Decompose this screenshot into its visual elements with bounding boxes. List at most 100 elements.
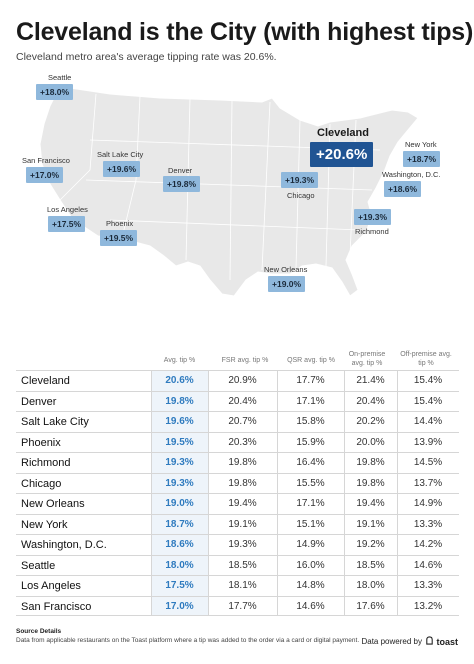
page-title: Cleveland is the City (with highest tips… bbox=[16, 18, 474, 46]
map-tip-badge: +17.0% bbox=[26, 167, 64, 183]
map-city-label: Seattle bbox=[48, 73, 72, 82]
row-value-1: 17.0% bbox=[165, 600, 194, 612]
row-value-2: 19.4% bbox=[228, 498, 257, 509]
powered-by: Data powered by toast bbox=[361, 636, 458, 647]
row-value-3: 17.7% bbox=[296, 375, 325, 386]
col-header-qsr: QSR avg. tip % bbox=[287, 357, 335, 364]
table-row: Chicago 19.3% 19.8% 15.5% 19.8% 13.7% bbox=[16, 472, 459, 494]
row-city: Phoenix bbox=[21, 436, 61, 449]
map-city-label: Phoenix bbox=[106, 219, 134, 228]
map-city-label: Chicago bbox=[287, 191, 315, 200]
map-tip-badge: +19.6% bbox=[103, 161, 141, 177]
row-value-5: 13.3% bbox=[413, 580, 443, 591]
row-city: Chicago bbox=[21, 477, 62, 490]
row-city: San Francisco bbox=[21, 600, 92, 613]
row-value-1: 19.6% bbox=[165, 416, 194, 427]
map-city-label: Washington, D.C. bbox=[382, 170, 441, 179]
row-value-5: 15.4% bbox=[413, 375, 443, 386]
row-value-4: 20.0% bbox=[356, 436, 385, 448]
toast-brand: toast bbox=[436, 637, 458, 647]
row-value-2: 19.3% bbox=[228, 539, 257, 550]
row-value-3: 14.9% bbox=[296, 539, 325, 550]
table-body: Cleveland 20.6% 20.9% 17.7% 21.4% 15.4% Denver… bbox=[16, 370, 459, 616]
row-value-3: 17.1% bbox=[296, 395, 325, 407]
row-value-4: 20.4% bbox=[356, 395, 385, 407]
col-header-fsr: FSR avg. tip % bbox=[221, 357, 269, 364]
map-city-label: New Orleans bbox=[264, 265, 308, 274]
row-value-3: 15.9% bbox=[296, 436, 325, 448]
table-row: Phoenix 19.5% 20.3% 15.9% 20.0% 13.9% bbox=[16, 431, 459, 453]
powered-by-label: Data powered by bbox=[361, 637, 422, 646]
row-value-2: 18.1% bbox=[228, 580, 257, 591]
map-city-label: New York bbox=[405, 140, 437, 149]
map-tip-badge: +19.3% bbox=[354, 209, 392, 225]
row-value-4: 18.5% bbox=[356, 559, 385, 571]
table-row: New Orleans 19.0% 19.4% 17.1% 19.4% 14.9% bbox=[16, 493, 459, 514]
col-header-onprem: On-premise avg. tip % bbox=[348, 351, 386, 367]
map-tip-badge: +19.5% bbox=[100, 230, 138, 246]
row-value-4: 18.0% bbox=[356, 580, 385, 591]
map-tip-badge-cleveland: +20.6% bbox=[310, 142, 374, 167]
row-value-2: 19.8% bbox=[228, 477, 257, 489]
row-value-1: 19.0% bbox=[165, 498, 194, 509]
row-value-3: 14.8% bbox=[296, 580, 325, 591]
row-value-5: 14.4% bbox=[413, 416, 443, 427]
us-map: Seattle +18.0% San Francisco +17.0% Salt… bbox=[0, 60, 474, 350]
map-city-label: Denver bbox=[168, 166, 193, 175]
row-value-1: 20.6% bbox=[165, 375, 194, 386]
source-heading: Source Details bbox=[16, 628, 62, 635]
row-value-4: 21.4% bbox=[356, 375, 385, 386]
row-value-5: 15.4% bbox=[413, 395, 443, 407]
table-row: Seattle 18.0% 18.5% 16.0% 18.5% 14.6% bbox=[16, 554, 459, 576]
row-value-5: 13.9% bbox=[413, 436, 443, 448]
toast-logo: toast bbox=[425, 636, 458, 647]
row-value-1: 18.7% bbox=[165, 518, 194, 530]
row-value-2: 20.4% bbox=[228, 395, 257, 407]
map-tip-badge: +18.0% bbox=[36, 84, 74, 100]
row-value-5: 13.7% bbox=[413, 477, 443, 489]
row-value-4: 19.8% bbox=[356, 477, 385, 489]
row-value-4: 19.1% bbox=[356, 518, 385, 530]
row-value-3: 15.5% bbox=[296, 477, 325, 489]
row-value-5: 14.2% bbox=[413, 539, 443, 550]
row-city: Los Angeles bbox=[21, 580, 81, 592]
row-value-4: 19.2% bbox=[356, 539, 385, 550]
map-city-label: Los Angeles bbox=[47, 205, 88, 214]
table-row: San Francisco 17.0% 17.7% 14.6% 17.6% 13.2% bbox=[16, 595, 459, 616]
map-city-label: Richmond bbox=[355, 227, 389, 236]
row-value-5: 14.5% bbox=[413, 457, 443, 468]
table-row: Denver 19.8% 20.4% 17.1% 20.4% 15.4% bbox=[16, 390, 459, 412]
col-header-offprem: Off-premise avg. tip % bbox=[400, 351, 452, 367]
table-row: Washington, D.C. 18.6% 19.3% 14.9% 19.2% 14.2… bbox=[16, 534, 459, 555]
row-value-3: 15.1% bbox=[296, 518, 325, 530]
map-tip-badge: +19.8% bbox=[163, 176, 201, 192]
row-value-3: 17.1% bbox=[296, 498, 325, 509]
source-text: Data from applicable restaurants on the … bbox=[16, 637, 360, 644]
row-value-2: 18.5% bbox=[228, 559, 257, 571]
map-city-label: Salt Lake City bbox=[97, 150, 144, 159]
row-value-2: 20.7% bbox=[228, 416, 257, 427]
row-city: Salt Lake City bbox=[21, 416, 89, 428]
row-value-1: 19.5% bbox=[165, 436, 194, 448]
page-subtitle: Cleveland metro area's average tipping r… bbox=[16, 51, 277, 63]
row-value-1: 18.0% bbox=[165, 559, 194, 571]
row-value-2: 17.7% bbox=[228, 600, 257, 612]
map-tip-badge: +17.5% bbox=[48, 216, 86, 232]
table-row: New York 18.7% 19.1% 15.1% 19.1% 13.3% bbox=[16, 513, 459, 535]
row-city: Richmond bbox=[21, 457, 71, 469]
row-city: Washington, D.C. bbox=[21, 539, 107, 551]
row-value-1: 19.8% bbox=[165, 395, 194, 407]
row-value-1: 19.3% bbox=[165, 477, 194, 489]
row-value-5: 13.2% bbox=[413, 600, 443, 612]
row-value-1: 17.5% bbox=[165, 580, 194, 591]
row-city: Cleveland bbox=[21, 375, 70, 387]
table-row: Cleveland 20.6% 20.9% 17.7% 21.4% 15.4% bbox=[16, 370, 459, 391]
row-value-2: 20.3% bbox=[228, 436, 257, 448]
map-tip-badge: +18.7% bbox=[403, 151, 441, 167]
row-city: Denver bbox=[21, 395, 57, 408]
us-land bbox=[39, 87, 419, 297]
row-value-1: 19.3% bbox=[165, 457, 194, 468]
row-value-3: 15.8% bbox=[296, 416, 325, 427]
table-header: Avg. tip % FSR avg. tip % QSR avg. tip %… bbox=[16, 346, 459, 372]
row-value-1: 18.6% bbox=[165, 539, 194, 550]
